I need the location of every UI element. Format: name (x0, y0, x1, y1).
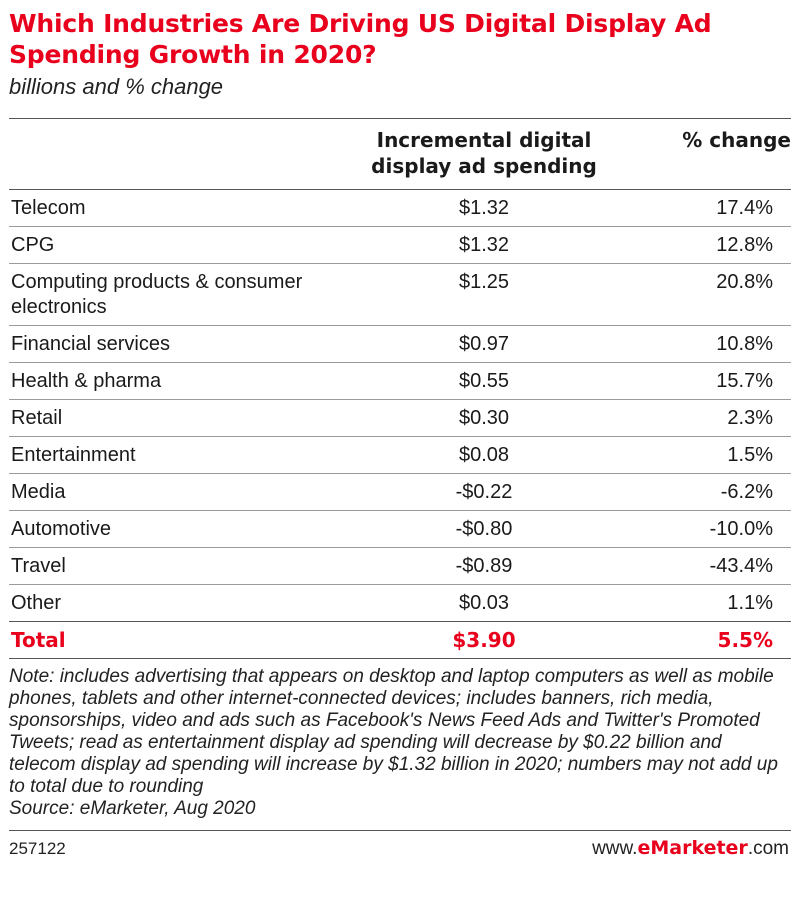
source-text: Source: eMarketer, Aug 2020 (9, 798, 256, 819)
footer: 257122 www.eMarketer.com (9, 835, 791, 861)
table-row: Retail $0.30 2.3% (9, 399, 791, 437)
cell-spending: $1.32 (339, 226, 629, 264)
cell-industry: Media (9, 473, 339, 511)
site-brand: eMarketer (637, 837, 748, 859)
note-text: Note: includes advertising that appears … (9, 666, 778, 797)
data-table: Incremental digital display ad spending … (9, 119, 791, 659)
cell-spending: $3.90 (339, 621, 629, 659)
cell-spending: $0.08 (339, 436, 629, 474)
cell-industry: Automotive (9, 510, 339, 548)
site-logo: www.eMarketer.com (592, 837, 789, 860)
cell-change: -10.0% (629, 510, 791, 548)
table-row: Other $0.03 1.1% (9, 584, 791, 622)
cell-industry: Entertainment (9, 436, 339, 474)
site-prefix: www. (592, 838, 638, 859)
cell-spending: $0.03 (339, 584, 629, 622)
cell-change: 5.5% (629, 621, 791, 659)
column-header-industry (9, 119, 339, 190)
cell-change: 20.8% (629, 263, 791, 326)
cell-industry: Total (9, 621, 339, 659)
column-header-change: % change (629, 119, 791, 190)
cell-change: 10.8% (629, 325, 791, 363)
cell-industry: Health & pharma (9, 362, 339, 400)
cell-spending: -$0.22 (339, 473, 629, 511)
chart-title: Which Industries Are Driving US Digital … (9, 9, 712, 69)
cell-change: 15.7% (629, 362, 791, 400)
cell-change: 1.5% (629, 436, 791, 474)
cell-industry: Telecom (11, 197, 86, 219)
table-header-row: Incremental digital display ad spending … (9, 119, 791, 190)
chart-subtitle: billions and % change (9, 74, 224, 99)
cell-industry: Financial services (9, 325, 339, 363)
table-row: Computing products & consumer electronic… (9, 263, 791, 326)
cell-spending: $0.30 (339, 399, 629, 437)
cell-spending: -$0.80 (339, 510, 629, 548)
table-row: Media -$0.22 -6.2% (9, 473, 791, 511)
site-suffix: .com (747, 838, 789, 859)
table-row: Entertainment $0.08 1.5% (9, 436, 791, 474)
table-row: Health & pharma $0.55 15.7% (9, 362, 791, 400)
table-row: Travel -$0.89 -43.4% (9, 547, 791, 585)
table-row: CPG $1.32 12.8% (9, 226, 791, 264)
chart-container: Which Industries Are Driving US Digital … (9, 8, 791, 861)
table-row: Automotive -$0.80 -10.0% (9, 510, 791, 548)
table-body: Telecom $1.32 17.4% CPG $1.32 12.8% Computing … (9, 190, 791, 659)
cell-industry: CPG (9, 226, 339, 264)
cell-spending: -$0.89 (339, 547, 629, 585)
cell-industry: Other (9, 584, 339, 622)
cell-industry: Computing products & consumer electronic… (9, 263, 339, 326)
cell-change: 17.4% (716, 197, 773, 219)
cell-change: 1.1% (629, 584, 791, 622)
cell-spending: $1.32 (458, 197, 510, 219)
table-row: Financial services $0.97 10.8% (9, 325, 791, 363)
chart-id: 257122 (9, 839, 66, 858)
cell-change: 12.8% (629, 226, 791, 264)
table-row: Telecom $1.32 17.4% (9, 190, 791, 227)
cell-change: -6.2% (629, 473, 791, 511)
column-header-spending: Incremental digital display ad spending (339, 119, 629, 190)
cell-change: -43.4% (629, 547, 791, 585)
total-row: Total $3.90 5.5% (9, 621, 791, 659)
cell-industry: Travel (9, 547, 339, 585)
cell-industry: Retail (9, 399, 339, 437)
cell-spending: $0.97 (339, 325, 629, 363)
chart-note: Note: includes advertising that appears … (9, 666, 791, 820)
top-divider (9, 118, 791, 119)
bottom-divider (9, 830, 791, 831)
cell-spending: $1.25 (339, 263, 629, 326)
cell-change: 2.3% (629, 399, 791, 437)
cell-spending: $0.55 (339, 362, 629, 400)
